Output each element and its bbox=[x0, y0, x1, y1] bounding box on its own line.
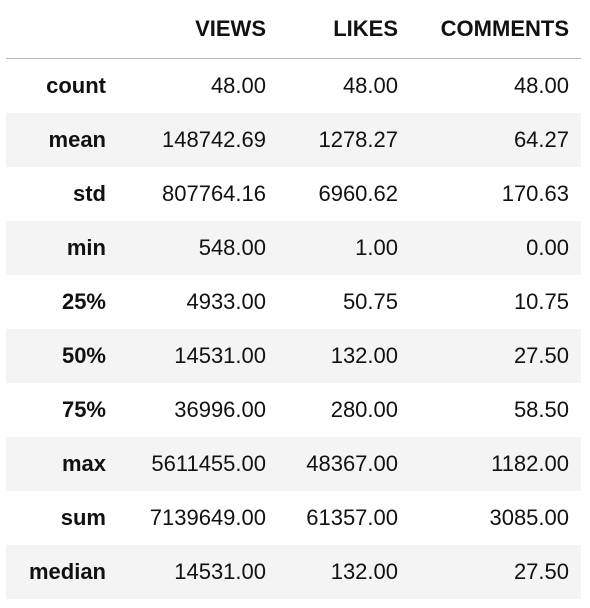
cell-views: 5611455.00 bbox=[151, 451, 266, 476]
cell-views: 148742.69 bbox=[162, 127, 266, 152]
table-body: count 48.00 48.00 48.00 mean 148742.69 1… bbox=[6, 59, 581, 599]
table-row: count 48.00 48.00 48.00 bbox=[6, 59, 581, 114]
cell-comments: 27.50 bbox=[513, 559, 569, 584]
cell-likes: 48367.00 bbox=[306, 451, 398, 476]
cell-comments: 10.75 bbox=[513, 289, 569, 314]
row-label: min bbox=[66, 235, 106, 260]
cell-comments: 48.00 bbox=[513, 73, 569, 98]
cell-views: 807764.16 bbox=[162, 181, 266, 206]
cell-likes: 48.00 bbox=[342, 73, 398, 98]
cell-likes: 1.00 bbox=[355, 235, 398, 260]
table-row: 75% 36996.00 280.00 58.50 bbox=[6, 383, 581, 437]
cell-views: 48.00 bbox=[210, 73, 266, 98]
table-row: 50% 14531.00 132.00 27.50 bbox=[6, 329, 581, 383]
cell-likes: 1278.27 bbox=[318, 127, 398, 152]
column-header-likes: LIKES bbox=[278, 0, 410, 59]
table-row: min 548.00 1.00 0.00 bbox=[6, 221, 581, 275]
cell-views: 7139649.00 bbox=[149, 505, 266, 530]
table-row: max 5611455.00 48367.00 1182.00 bbox=[6, 437, 581, 491]
cell-comments: 58.50 bbox=[513, 397, 569, 422]
dataframe-container: VIEWS LIKES COMMENTS count 48.00 48.00 4… bbox=[6, 0, 581, 599]
cell-likes: 6960.62 bbox=[318, 181, 398, 206]
column-header-views: VIEWS bbox=[118, 0, 278, 59]
row-label: count bbox=[46, 73, 106, 98]
row-label: 50% bbox=[61, 343, 106, 368]
table-row: sum 7139649.00 61357.00 3085.00 bbox=[6, 491, 581, 545]
table-row: std 807764.16 6960.62 170.63 bbox=[6, 167, 581, 221]
cell-comments: 27.50 bbox=[513, 343, 569, 368]
cell-likes: 132.00 bbox=[330, 343, 398, 368]
row-label: median bbox=[28, 559, 106, 584]
row-label: 75% bbox=[61, 397, 106, 422]
row-label: sum bbox=[60, 505, 106, 530]
cell-comments: 170.63 bbox=[501, 181, 569, 206]
row-label: mean bbox=[48, 127, 106, 152]
cell-views: 548.00 bbox=[198, 235, 266, 260]
cell-comments: 0.00 bbox=[526, 235, 569, 260]
table-header: VIEWS LIKES COMMENTS bbox=[6, 0, 581, 59]
cell-comments: 3085.00 bbox=[489, 505, 569, 530]
index-header bbox=[6, 0, 118, 59]
row-label: max bbox=[61, 451, 106, 476]
cell-views: 14531.00 bbox=[174, 343, 266, 368]
cell-views: 4933.00 bbox=[186, 289, 266, 314]
header-row: VIEWS LIKES COMMENTS bbox=[6, 0, 581, 59]
cell-likes: 61357.00 bbox=[306, 505, 398, 530]
row-label: std bbox=[73, 181, 106, 206]
table-row: 25% 4933.00 50.75 10.75 bbox=[6, 275, 581, 329]
row-label: 25% bbox=[61, 289, 106, 314]
cell-comments: 1182.00 bbox=[491, 451, 569, 476]
cell-views: 36996.00 bbox=[174, 397, 266, 422]
cell-likes: 280.00 bbox=[330, 397, 398, 422]
cell-views: 14531.00 bbox=[174, 559, 266, 584]
table-row: mean 148742.69 1278.27 64.27 bbox=[6, 113, 581, 167]
cell-comments: 64.27 bbox=[513, 127, 569, 152]
cell-likes: 132.00 bbox=[330, 559, 398, 584]
table-row: median 14531.00 132.00 27.50 bbox=[6, 545, 581, 599]
cell-likes: 50.75 bbox=[342, 289, 398, 314]
column-header-comments: COMMENTS bbox=[410, 0, 581, 59]
summary-statistics-table: VIEWS LIKES COMMENTS count 48.00 48.00 4… bbox=[6, 0, 581, 599]
